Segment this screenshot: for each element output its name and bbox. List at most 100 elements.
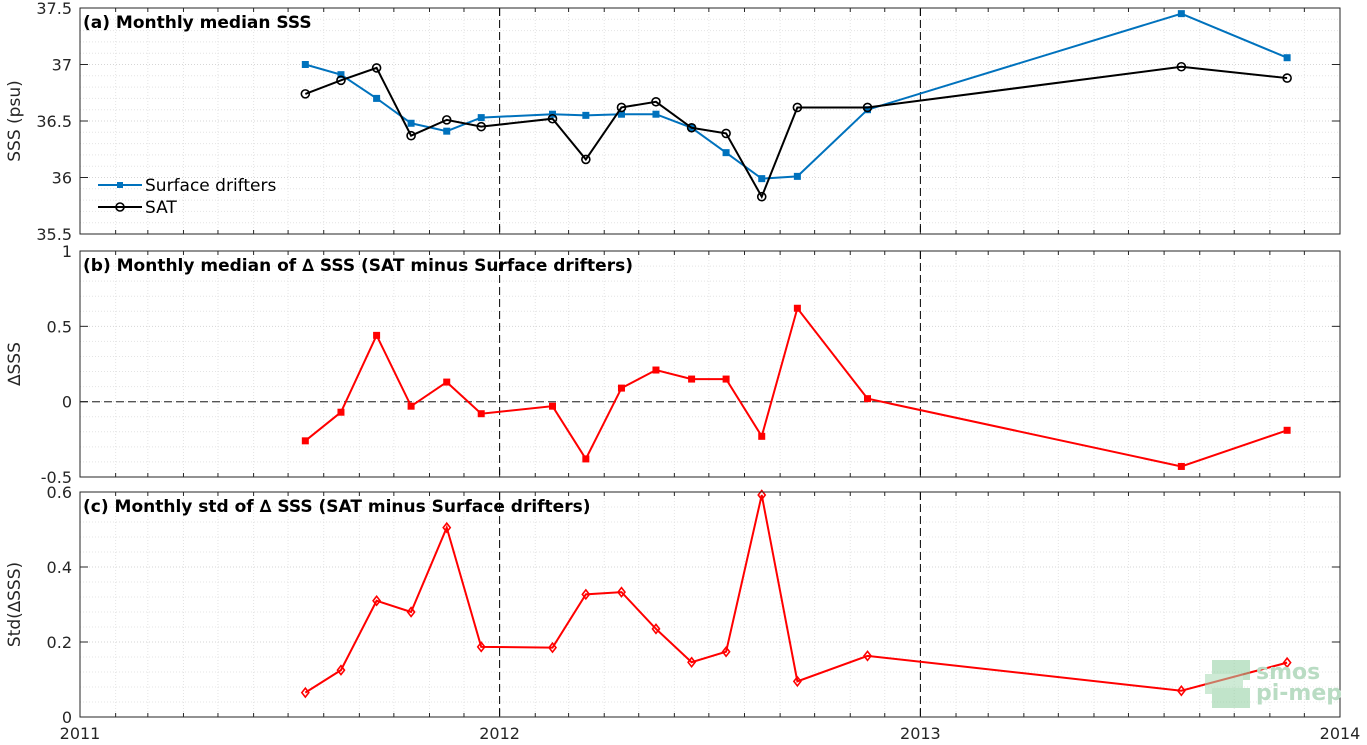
data-point: [442, 521, 452, 534]
panel-title: (b) Monthly median of ∆ SSS (SAT minus S…: [83, 256, 633, 276]
y-tick-label: 1: [62, 242, 72, 261]
x-tick-label: 2011: [60, 724, 101, 743]
x-tick-label: 2012: [479, 724, 520, 743]
data-point: [686, 122, 697, 133]
data-point: [547, 113, 558, 124]
data-point: [1176, 684, 1186, 697]
data-point: [443, 127, 451, 135]
data-point: [372, 594, 382, 607]
x-tick-label: 2014: [1320, 724, 1361, 743]
data-point: [758, 432, 766, 440]
axes-box: [79, 491, 1341, 718]
data-point: [373, 331, 381, 339]
data-point: [651, 96, 661, 107]
y-tick-label: 0: [62, 708, 72, 727]
data-point: [756, 191, 767, 202]
data-point: [301, 437, 309, 445]
data-point: [476, 121, 487, 132]
data-point: [301, 61, 309, 68]
data-point: [407, 119, 415, 127]
data-point: [337, 71, 345, 79]
data-point: [1282, 73, 1292, 83]
data-point: [721, 128, 731, 139]
data-point: [651, 623, 661, 635]
panel-1: 35.5 36 36.5 37 37.5 (a) Monthly median SSS SS…: [5, 0, 1341, 244]
series-2: [300, 61, 1292, 202]
y-axis-label: ∆SSS: [5, 342, 25, 387]
panel-3: 0 0.2 0.4 0.6 (c) Monthly std of ∆ SSS (SAT …: [5, 483, 1360, 743]
panel-title: (c) Monthly std of ∆ SSS (SAT minus Surf…: [83, 497, 590, 517]
y-tick-label: 36: [52, 169, 72, 188]
data-point: [477, 114, 485, 122]
data-point: [792, 675, 802, 688]
data-point: [1283, 54, 1291, 62]
data-point: [757, 489, 767, 501]
plot-area: [80, 492, 1340, 717]
data-point: [373, 94, 381, 102]
logo-line-2: pi-mep: [1256, 681, 1342, 706]
data-point: [758, 175, 766, 183]
data-point: [688, 375, 696, 383]
data-point: [581, 588, 591, 601]
y-tick-label: 37.5: [36, 0, 72, 18]
axes-box: [79, 7, 1341, 235]
panel-title: (a) Monthly median SSS: [83, 13, 312, 33]
data-point: [652, 366, 660, 374]
data-point: [793, 304, 801, 312]
data-point: [547, 641, 558, 654]
data-point: [337, 408, 345, 416]
data-point: [616, 586, 626, 598]
panel-2: -0.5 0 0.5 1 (b) Monthly median of ∆ SSS (SA…: [5, 242, 1341, 487]
data-point: [793, 172, 801, 180]
data-point: [1177, 10, 1185, 18]
data-point: [477, 410, 485, 418]
legend-swatch-marker: [117, 182, 123, 188]
y-tick-label: 37: [52, 56, 72, 75]
axes-box: [79, 250, 1341, 478]
data-point: [1283, 426, 1291, 434]
data-point: [336, 664, 346, 676]
series-line: [304, 494, 1288, 694]
legend-label: Surface drifters: [145, 176, 276, 196]
logo-mark: [1205, 660, 1250, 708]
data-point: [406, 606, 416, 618]
series-1: [300, 489, 1292, 699]
data-point: [1176, 61, 1187, 72]
y-tick-label: 36.5: [36, 112, 72, 131]
data-point: [1282, 656, 1292, 669]
x-tick-label: 2013: [900, 724, 941, 743]
y-tick-label: 0.4: [47, 558, 72, 577]
data-point: [864, 395, 871, 403]
legend-swatch-marker: [115, 202, 125, 212]
y-tick-label: 0.5: [47, 317, 72, 336]
data-point: [441, 115, 452, 125]
series-1: [301, 304, 1291, 470]
data-point: [300, 686, 310, 699]
data-point: [336, 75, 346, 86]
data-point: [476, 641, 486, 653]
smos-pi-mep-logo: smos pi-mep: [1205, 660, 1342, 708]
series-line: [304, 65, 1288, 200]
data-point: [581, 154, 591, 165]
y-tick-label: 35.5: [36, 225, 72, 244]
y-tick-label: 0.6: [47, 483, 72, 502]
data-point: [687, 656, 697, 669]
y-tick-label: 0.2: [47, 633, 72, 652]
data-point: [443, 378, 451, 386]
data-point: [722, 375, 730, 383]
data-point: [617, 384, 625, 392]
data-point: [1177, 462, 1185, 470]
y-axis-label: Std(∆SSS): [5, 562, 25, 647]
data-point: [722, 149, 730, 157]
data-point: [371, 63, 382, 73]
legend-label: SAT: [145, 198, 177, 218]
data-point: [616, 102, 627, 113]
y-tick-label: 0: [62, 393, 72, 412]
series-1: [301, 10, 1291, 183]
y-tick-label: -0.5: [41, 468, 72, 487]
logo-line-1: smos: [1256, 660, 1320, 685]
plot-area: [80, 251, 1340, 477]
data-point: [721, 645, 731, 658]
